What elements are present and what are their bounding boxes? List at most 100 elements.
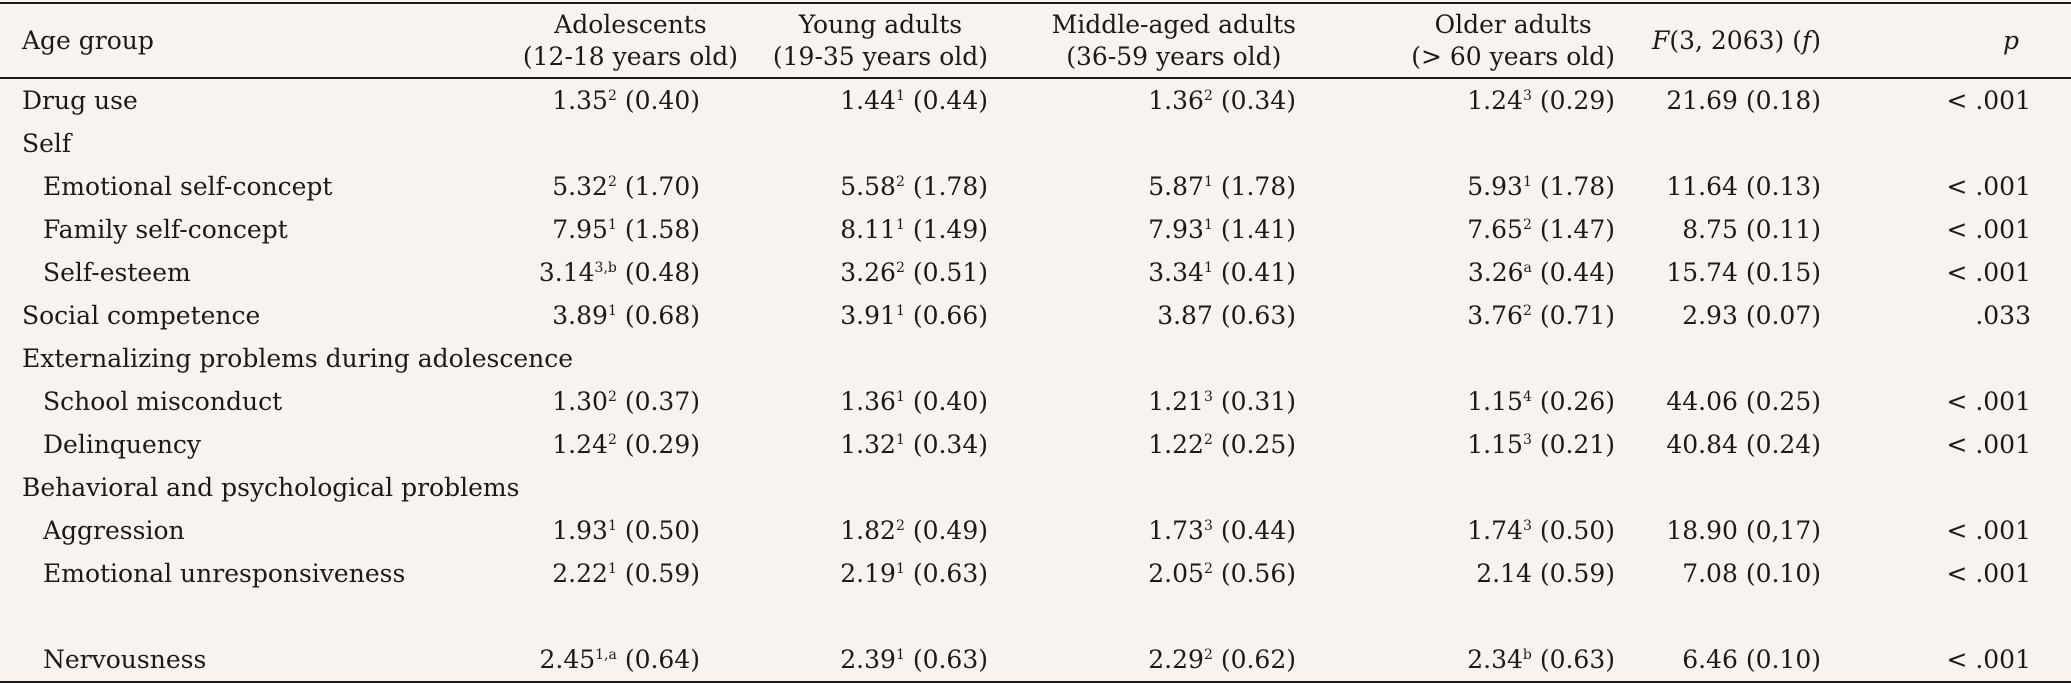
- header-middle-aged-adults: Middle-aged adults (36-59 years old): [1010, 2, 1310, 79]
- superscript-marker: 1: [895, 389, 905, 405]
- superscript-marker: b: [1522, 647, 1532, 663]
- mean-value: 3.87: [1157, 301, 1213, 330]
- mean-value: 3.34: [1148, 258, 1204, 287]
- sd-value: (0.25): [1220, 430, 1296, 459]
- superscript-marker: 2: [1203, 88, 1213, 104]
- sd-value: (0.68): [624, 301, 700, 330]
- f-statistic-cell: 44.06 (0.25): [1666, 387, 1821, 416]
- f-statistic-cell: 18.90 (0,17): [1666, 516, 1821, 545]
- group-mean-cell: 5.582 (1.78): [700, 165, 1010, 208]
- table-section-row: Externalizing problems during adolescenc…: [0, 337, 2071, 380]
- sd-value: (0.34): [912, 430, 988, 459]
- table-row: Social competence 3.891 (0.68) 3.911 (0.66…: [0, 294, 2071, 337]
- group-mean-cell: 1.213 (0.31): [1010, 380, 1310, 423]
- mean-value: 1.22: [1148, 430, 1204, 459]
- row-label: Aggression: [43, 516, 185, 545]
- p-value-cell: < .001: [1946, 430, 2031, 459]
- superscript-marker: 2: [607, 88, 617, 104]
- sd-value: (0.34): [1220, 86, 1296, 115]
- sd-value: (1.70): [624, 172, 700, 201]
- table-row: Emotional unresponsiveness 2.221 (0.59) 2.…: [0, 552, 2071, 638]
- row-label: Family self-concept: [43, 215, 288, 244]
- group-mean-cell: 5.871 (1.78): [1010, 165, 1310, 208]
- table-row: Aggression 1.931 (0.50) 1.822 (0.49) 1.733 …: [0, 509, 2071, 552]
- group-mean-cell: 2.221 (0.59): [500, 552, 700, 638]
- table-section-row: Self: [0, 122, 2071, 165]
- f-statistic-cell: 40.84 (0.24): [1666, 430, 1821, 459]
- sd-value: (1.58): [624, 215, 700, 244]
- group-mean-cell: 3.26a (0.44): [1310, 251, 1615, 294]
- sd-value: (0.29): [624, 430, 700, 459]
- p-value-cell: < .001: [1861, 638, 2071, 683]
- mean-value: 1.15: [1467, 387, 1523, 416]
- mean-value: 5.58: [840, 172, 896, 201]
- superscript-marker: 2: [1522, 303, 1532, 319]
- sd-value: (0.51): [912, 258, 988, 287]
- f-statistic-cell: 2.93 (0.07): [1682, 301, 1821, 330]
- sd-value: (1.47): [1539, 215, 1615, 244]
- superscript-marker: 1: [895, 432, 905, 448]
- table-header-row: Age group Adolescents (12-18 years old) …: [0, 2, 2071, 79]
- p-value-cell: < .001: [1946, 559, 2031, 588]
- superscript-marker: 1,a: [595, 647, 617, 663]
- p-value-cell: < .001: [1946, 516, 2031, 545]
- superscript-marker: 1: [895, 561, 905, 577]
- superscript-marker: 2: [895, 260, 905, 276]
- sd-value: (0.59): [1539, 559, 1615, 588]
- superscript-marker: 1: [1203, 174, 1213, 190]
- sd-value: (0.40): [912, 387, 988, 416]
- sd-value: (0.62): [1220, 645, 1296, 674]
- sd-value: (0.44): [912, 86, 988, 115]
- header-f-statistic: F(3, 2063) (f): [1615, 2, 1861, 79]
- sd-value: (0.63): [1220, 301, 1296, 330]
- mean-value: 1.36: [840, 387, 896, 416]
- superscript-marker: 1: [1522, 174, 1532, 190]
- mean-value: 2.45: [539, 645, 596, 674]
- header-young-adults: Young adults (19-35 years old): [700, 2, 1010, 79]
- mean-value: 7.93: [1148, 215, 1204, 244]
- superscript-marker: 1: [1203, 260, 1213, 276]
- section-filler: [500, 337, 2071, 380]
- mean-value: 1.21: [1148, 387, 1204, 416]
- sd-value: (0.37): [624, 387, 700, 416]
- group-mean-cell: 2.191 (0.63): [700, 552, 1010, 638]
- header-group-name: Young adults: [798, 9, 963, 39]
- superscript-marker: 2: [607, 174, 617, 190]
- row-label: Self-esteem: [43, 258, 191, 287]
- superscript-marker: 2: [1203, 561, 1213, 577]
- mean-value: 2.14: [1476, 559, 1532, 588]
- mean-value: 1.32: [840, 430, 896, 459]
- superscript-marker: 1: [607, 561, 617, 577]
- superscript-marker: 4: [1522, 389, 1532, 405]
- group-mean-cell: 3.341 (0.41): [1010, 251, 1310, 294]
- group-mean-cell: 2.451,a (0.64): [500, 638, 700, 683]
- group-mean-cell: 1.154 (0.26): [1310, 380, 1615, 423]
- table-row: Family self-concept 7.951 (1.58) 8.111 (1.…: [0, 208, 2071, 251]
- sd-value: (0.29): [1539, 86, 1615, 115]
- sd-value: (1.78): [1539, 172, 1615, 201]
- row-label: Behavioral and psychological problems: [22, 473, 520, 502]
- superscript-marker: 1: [895, 217, 905, 233]
- mean-value: 2.34: [1467, 645, 1523, 674]
- mean-value: 3.89: [552, 301, 608, 330]
- sd-value: (0.66): [912, 301, 988, 330]
- superscript-marker: 1: [895, 303, 905, 319]
- superscript-marker: 3: [1522, 432, 1532, 448]
- table-row: Emotional self-concept 5.322 (1.70) 5.582 …: [0, 165, 2071, 208]
- table-row: Drug use 1.352 (0.40) 1.441 (0.44) 1.362 (0…: [0, 78, 2071, 122]
- row-label: Emotional unresponsiveness: [43, 559, 406, 588]
- superscript-marker: 2: [895, 518, 905, 534]
- group-mean-cell: 1.441 (0.44): [700, 78, 1010, 122]
- group-mean-cell: 2.391 (0.63): [700, 638, 1010, 683]
- header-group-name: Older adults: [1434, 9, 1592, 39]
- sd-value: (0.71): [1539, 301, 1615, 330]
- table-row: Self-esteem 3.143,b (0.48) 3.262 (0.51) 3.3…: [0, 251, 2071, 294]
- group-mean-cell: 1.302 (0.37): [500, 380, 700, 423]
- mean-value: 7.95: [552, 215, 608, 244]
- group-mean-cell: 1.352 (0.40): [500, 78, 700, 122]
- header-older-adults: Older adults (> 60 years old): [1310, 2, 1615, 79]
- superscript-marker: 3: [1522, 88, 1532, 104]
- superscript-marker: a: [1523, 260, 1532, 276]
- header-p-value: p: [1861, 2, 2071, 79]
- table-body: Drug use 1.352 (0.40) 1.441 (0.44) 1.362 (0…: [0, 78, 2071, 683]
